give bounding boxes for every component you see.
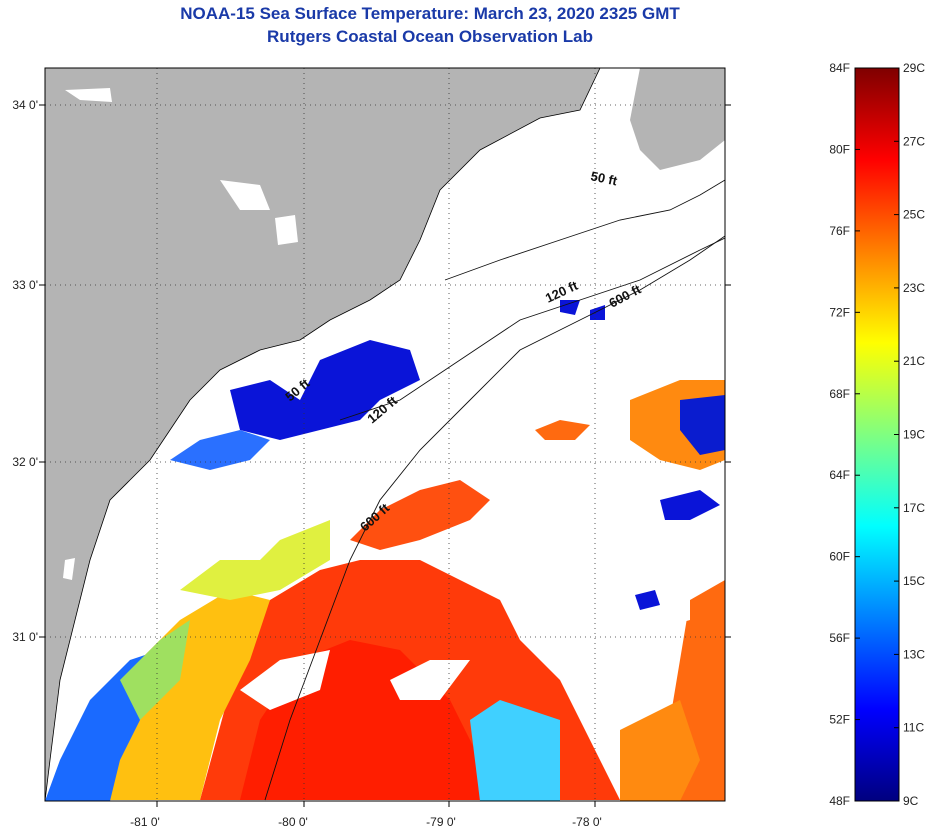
lon-label-79: -79 0' — [426, 815, 456, 829]
sst-data-layer — [45, 300, 725, 801]
colorbar-f-label: 76F — [829, 224, 850, 238]
lon-label-81: -81 0' — [130, 815, 160, 829]
colorbar-c-label: 19C — [903, 428, 925, 442]
colorbar-f-label: 56F — [829, 631, 850, 645]
colorbar-c-label: 9C — [903, 794, 919, 808]
colorbar-c-label: 15C — [903, 574, 925, 588]
colorbar-f-label: 60F — [829, 550, 850, 564]
colorbar-c-label: 21C — [903, 354, 925, 368]
colorbar-f-label: 72F — [829, 305, 850, 319]
map-frame — [44, 67, 726, 802]
lat-label-33: 33 0' — [12, 278, 38, 292]
colorbar-f-label: 80F — [829, 142, 850, 156]
map-area: 50 ft 120 ft 600 ft 50 ft 120 ft 600 ft — [45, 68, 725, 801]
colorbar-c-label: 27C — [903, 134, 925, 148]
colorbar-c-label: 29C — [903, 61, 925, 75]
colorbar: 84F 80F 76F 72F 68F 64F 60F 56F 52F 48F 29C 27C 25C 2… — [829, 61, 925, 808]
map-subtitle: Rutgers Coastal Ocean Observation Lab — [267, 27, 593, 46]
colorbar-c-label: 17C — [903, 501, 925, 515]
lat-label-34: 34 0' — [12, 98, 38, 112]
lon-label-78: -78 0' — [572, 815, 602, 829]
colorbar-f-label: 84F — [829, 61, 850, 75]
lon-label-80: -80 0' — [278, 815, 308, 829]
colorbar-c-label: 11C — [903, 721, 924, 735]
depth-contours — [264, 179, 725, 801]
colorbar-c-label: 25C — [903, 208, 925, 222]
land-mass — [45, 68, 601, 801]
colorbar-f-label: 52F — [829, 713, 850, 727]
colorbar-c-label: 13C — [903, 647, 925, 661]
colorbar-f-label: 68F — [829, 387, 850, 401]
map-title: NOAA-15 Sea Surface Temperature: March 2… — [180, 4, 680, 23]
lat-label-32: 32 0' — [12, 455, 38, 469]
colorbar-f-label: 64F — [829, 468, 850, 482]
map-grid — [45, 68, 725, 801]
contour-label-50ft-north: 50 ft — [589, 168, 619, 188]
lat-label-31: 31 0' — [12, 630, 38, 644]
colorbar-c-label: 23C — [903, 281, 925, 295]
colorbar-gradient — [854, 67, 900, 802]
colorbar-f-label: 48F — [829, 794, 850, 808]
